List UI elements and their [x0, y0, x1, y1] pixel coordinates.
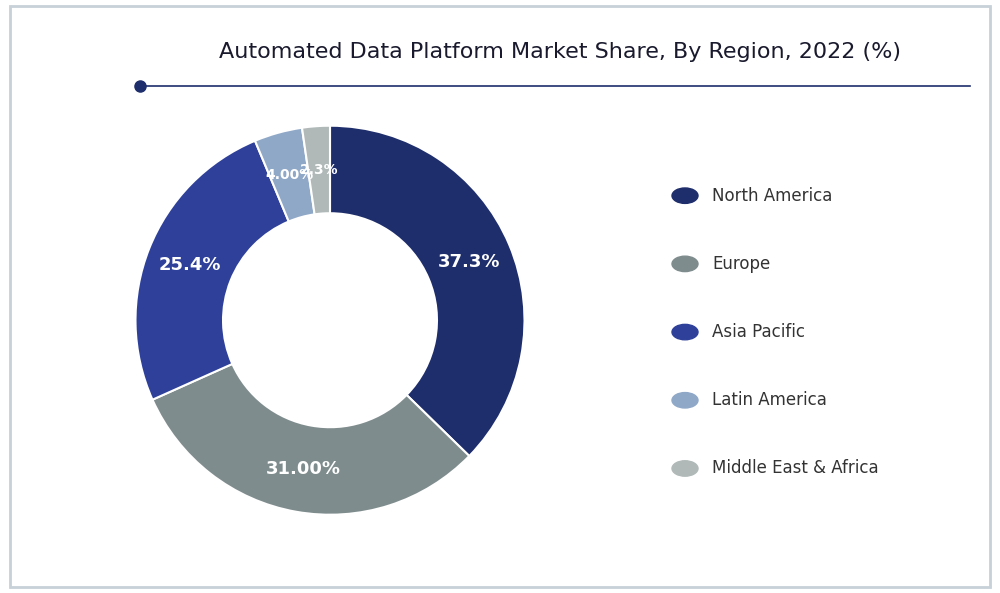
Text: Latin America: Latin America	[712, 391, 827, 409]
Text: Asia Pacific: Asia Pacific	[712, 323, 805, 341]
Wedge shape	[302, 126, 330, 214]
Text: 4.00%: 4.00%	[266, 168, 314, 182]
Circle shape	[672, 324, 698, 340]
Text: 31.00%: 31.00%	[266, 460, 341, 477]
Text: 25.4%: 25.4%	[159, 256, 221, 274]
Text: PRECEDENCE: PRECEDENCE	[25, 56, 116, 69]
Circle shape	[672, 256, 698, 272]
Text: RESEARCH: RESEARCH	[33, 95, 108, 108]
Circle shape	[672, 461, 698, 476]
Text: Automated Data Platform Market Share, By Region, 2022 (%): Automated Data Platform Market Share, By…	[219, 42, 901, 62]
Text: 2.3%: 2.3%	[300, 163, 338, 177]
Wedge shape	[135, 141, 289, 400]
Circle shape	[672, 393, 698, 408]
Text: Europe: Europe	[712, 255, 770, 273]
Text: North America: North America	[712, 187, 832, 205]
Text: 37.3%: 37.3%	[438, 253, 500, 270]
Wedge shape	[255, 127, 315, 222]
Wedge shape	[152, 364, 469, 515]
Wedge shape	[330, 126, 525, 456]
Circle shape	[672, 188, 698, 203]
Text: Middle East & Africa: Middle East & Africa	[712, 460, 879, 477]
